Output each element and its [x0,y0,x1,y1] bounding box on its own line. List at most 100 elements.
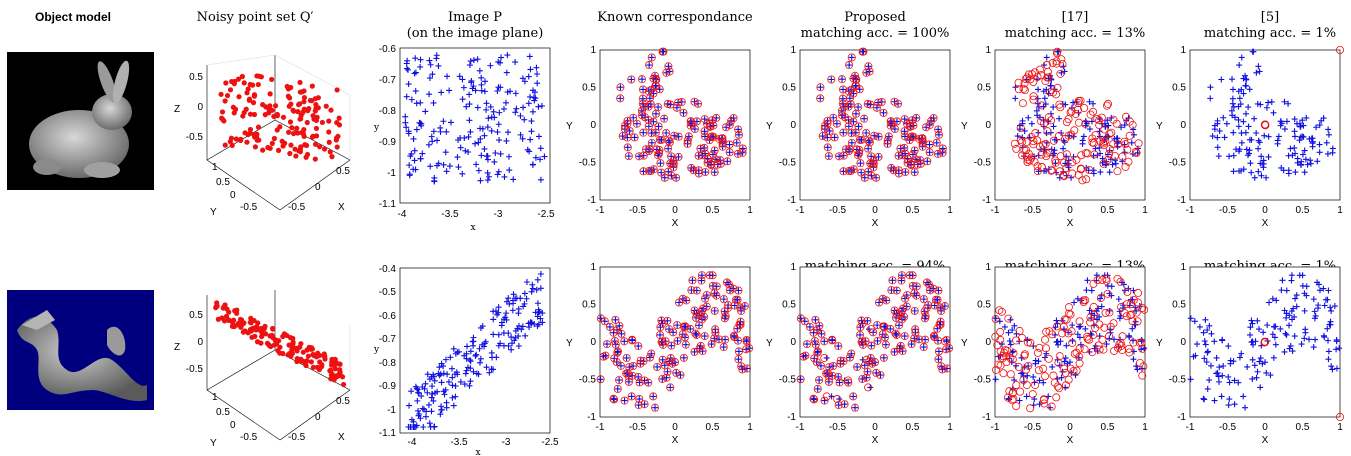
plus-marker [1253,129,1260,136]
plus-marker [467,348,474,355]
plus-marker [621,338,628,345]
circle-marker [1028,390,1037,399]
xtick: -2.5 [541,437,559,448]
plus-marker [1281,126,1288,133]
dot-marker [334,374,340,380]
circle-marker [1133,317,1142,326]
circle-marker [679,108,688,117]
circle-marker [844,102,853,111]
plus-marker [1253,374,1260,381]
circle-marker [622,353,631,362]
plus-marker [426,420,433,427]
circle-marker [856,330,865,339]
plus-marker [1035,358,1042,365]
plus-marker [532,154,539,161]
circle-marker [1029,140,1038,149]
circle-marker [1075,352,1084,361]
circle-marker [864,383,873,392]
circle-marker [892,286,901,295]
circle-marker [942,345,951,354]
plus-marker [1077,341,1084,348]
proposed-title: Proposed [844,10,906,25]
plus-marker [1291,128,1298,135]
dot-marker [316,144,323,150]
plus-marker [495,84,502,91]
plus-marker [735,356,742,363]
plus-marker [1261,132,1268,139]
plus-marker [1331,303,1338,310]
plus-marker [911,169,918,176]
plus-marker [1041,95,1048,102]
circle-marker [1069,367,1078,376]
circle-marker [824,377,833,386]
plus-marker [442,386,449,393]
circle-marker [733,295,742,304]
plus-marker [1318,117,1325,124]
circle-marker [1068,338,1077,347]
plus-marker [523,295,530,302]
plus-marker [495,121,502,128]
circle-marker [872,368,881,377]
circle-marker [664,325,673,334]
dot-marker [336,122,343,128]
circle-marker [1129,338,1138,347]
circle-marker [1105,332,1114,341]
plus-marker [625,153,632,160]
circle-marker [836,356,845,365]
circle-marker [734,355,743,364]
circle-marker [665,357,674,366]
circle-marker [883,139,892,148]
plus-marker [1086,307,1093,314]
plus-marker [1243,146,1250,153]
plus-marker [996,318,1003,325]
circle-marker [1059,158,1068,167]
dot-marker [301,94,308,101]
circle-marker [844,115,853,124]
dot-marker [247,326,254,333]
plus-marker [724,279,731,286]
circle-marker [891,329,900,338]
circle-marker [665,138,674,147]
circle-marker [1077,151,1086,160]
plus-marker [1325,348,1332,355]
circle-marker [711,328,720,337]
plus-marker [411,147,418,154]
plus-marker [504,89,511,96]
plus-marker [1128,139,1135,146]
circle-marker [1012,380,1021,389]
circle-marker [655,149,664,158]
xtick: -4 [408,437,417,448]
plus-marker [1314,279,1321,286]
circle-marker [1105,308,1114,317]
circle-marker [702,291,711,300]
dot-marker [221,318,228,324]
circle-marker [828,336,837,345]
plus-marker [1050,104,1057,111]
circle-marker [683,136,692,145]
plus-marker [908,341,915,348]
plus-marker [453,369,460,376]
plus-marker [1016,397,1023,404]
plus-marker [868,153,875,160]
circle-marker [810,354,819,363]
circle-marker [718,134,727,143]
plus-marker [675,133,682,140]
dot-marker [251,134,258,140]
plus-marker [1204,385,1211,392]
plus-marker [1216,127,1223,134]
plus-marker [855,104,862,111]
plus-marker [1303,114,1310,121]
plus-marker [1040,379,1047,386]
circle-marker [669,159,678,168]
dot-marker [222,98,228,104]
dot-marker [288,101,294,107]
plus-marker [992,315,999,322]
dot-marker [298,341,304,347]
plus-marker [841,401,848,408]
plus-marker [1035,86,1042,93]
plus-marker [1220,114,1227,121]
dot-marker [312,156,318,162]
plus-marker [631,134,638,141]
